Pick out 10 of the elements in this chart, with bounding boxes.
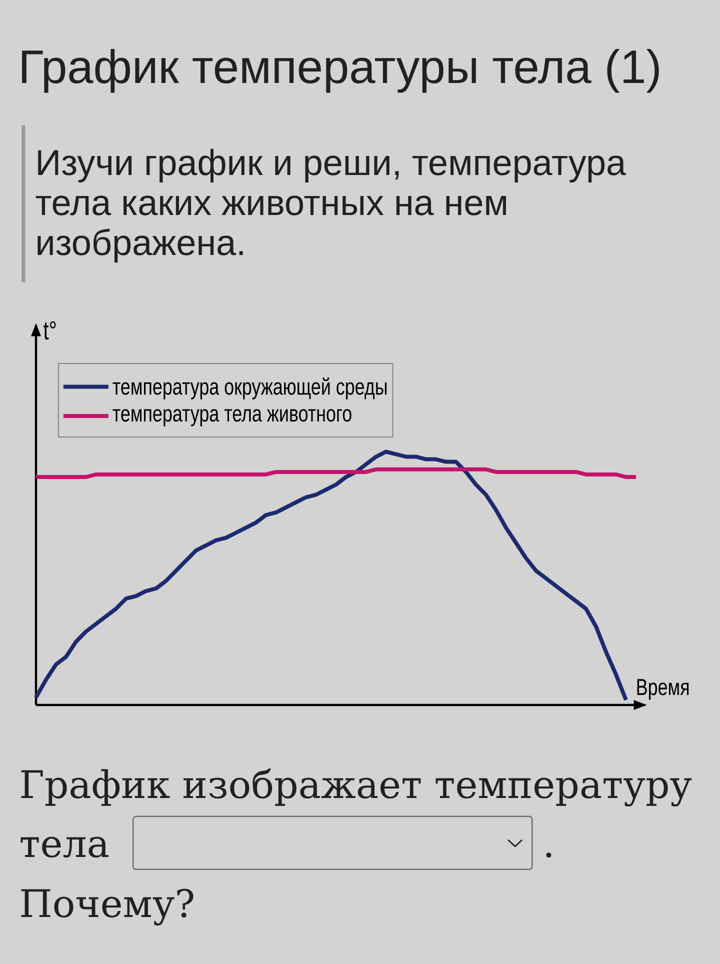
legend-label: температура окружающей среды xyxy=(112,378,387,400)
chart-title: График температуры тела (1) xyxy=(22,48,659,93)
chart-subtitle: Изучи график и реши, температура тела каких животных на нем изображена. xyxy=(36,148,626,262)
text: Почему? xyxy=(21,888,194,926)
text: тела xyxy=(20,836,108,858)
y-axis-title: t° xyxy=(44,321,56,340)
text: График изображает температуру xyxy=(21,768,692,806)
x-axis-title: Время xyxy=(637,679,689,700)
text: . xyxy=(546,852,552,858)
legend-label: температура тела животного xyxy=(112,409,352,426)
